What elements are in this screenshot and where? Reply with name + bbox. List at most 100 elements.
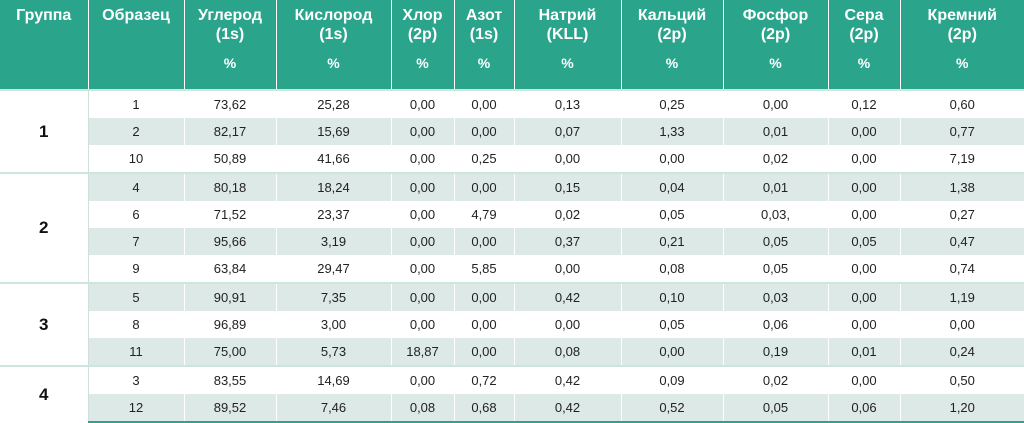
column-header-sulfur: Сера (2p)% <box>828 0 901 90</box>
value-cell-phosphorus: 0,05 <box>723 228 829 255</box>
group-label: 1 <box>0 89 89 173</box>
value-cell-nitrogen: 0,00 <box>454 172 515 201</box>
value-cell-silicon: 0,47 <box>900 228 1024 255</box>
value-cell-sulfur: 0,00 <box>828 255 901 283</box>
value-cell-phosphorus: 0,19 <box>723 338 829 366</box>
value-cell-sodium: 0,02 <box>514 201 622 228</box>
column-header-unit: % <box>477 55 491 71</box>
sample-id-cell: 2 <box>88 118 185 145</box>
value-cell-chlorine: 0,00 <box>391 145 455 173</box>
value-cell-oxygen: 41,66 <box>276 145 392 173</box>
value-cell-sulfur: 0,06 <box>828 394 901 423</box>
value-cell-sulfur: 0,00 <box>828 145 901 173</box>
table-row: 2 82,17 15,69 0,00 0,00 0,07 1,33 0,01 0,00 0,77 <box>0 118 1024 145</box>
value-cell-phosphorus: 0,05 <box>723 255 829 283</box>
value-cell-carbon: 63,84 <box>184 255 277 283</box>
value-cell-carbon: 83,55 <box>184 365 277 394</box>
value-cell-carbon: 80,18 <box>184 172 277 201</box>
column-header-title: Образец <box>102 7 170 24</box>
value-cell-chlorine: 0,00 <box>391 255 455 283</box>
table-row: 12 89,52 7,46 0,08 0,68 0,42 0,52 0,05 0,06 1,20 <box>0 394 1024 423</box>
column-header-sample: Образец <box>88 0 185 90</box>
value-cell-oxygen: 7,46 <box>276 394 392 423</box>
value-cell-nitrogen: 0,72 <box>454 365 515 394</box>
value-cell-phosphorus: 0,05 <box>723 394 829 423</box>
table-row: 7 95,66 3,19 0,00 0,00 0,37 0,21 0,05 0,05 0,47 <box>0 228 1024 255</box>
value-cell-calcium: 0,52 <box>621 394 724 423</box>
column-header-title: Кальций <box>637 7 707 24</box>
column-header-subtitle: (2p) <box>947 26 977 43</box>
column-header-subtitle: (2p) <box>760 26 791 43</box>
value-cell-sodium: 0,00 <box>514 255 622 283</box>
value-cell-silicon: 7,19 <box>900 145 1024 173</box>
value-cell-oxygen: 15,69 <box>276 118 392 145</box>
group-label: 3 <box>0 282 89 366</box>
value-cell-sulfur: 0,00 <box>828 172 901 201</box>
value-cell-nitrogen: 0,25 <box>454 145 515 173</box>
column-header-title: Группа <box>16 7 72 24</box>
value-cell-calcium: 0,08 <box>621 255 724 283</box>
value-cell-chlorine: 0,08 <box>391 394 455 423</box>
value-cell-calcium: 0,05 <box>621 311 724 338</box>
value-cell-silicon: 1,19 <box>900 282 1024 311</box>
value-cell-phosphorus: 0,02 <box>723 365 829 394</box>
value-cell-chlorine: 0,00 <box>391 228 455 255</box>
value-cell-chlorine: 0,00 <box>391 89 455 118</box>
value-cell-oxygen: 5,73 <box>276 338 392 366</box>
value-cell-carbon: 89,52 <box>184 394 277 423</box>
value-cell-silicon: 1,20 <box>900 394 1024 423</box>
value-cell-chlorine: 0,00 <box>391 365 455 394</box>
value-cell-phosphorus: 0,06 <box>723 311 829 338</box>
column-header-subtitle: (2p) <box>849 26 879 43</box>
table-row: 3 5 90,91 7,35 0,00 0,00 0,42 0,10 0,03 0,00 1,19 <box>0 282 1024 366</box>
value-cell-sodium: 0,42 <box>514 394 622 423</box>
column-header-unit: % <box>416 55 429 71</box>
value-cell-nitrogen: 0,00 <box>454 282 515 311</box>
value-cell-sodium: 0,13 <box>514 89 622 118</box>
value-cell-phosphorus: 0,02 <box>723 145 829 173</box>
value-cell-sulfur: 0,00 <box>828 311 901 338</box>
value-cell-silicon: 0,77 <box>900 118 1024 145</box>
value-cell-phosphorus: 0,01 <box>723 172 829 201</box>
column-header-title: Хлор <box>402 7 443 24</box>
value-cell-calcium: 0,25 <box>621 89 724 118</box>
value-cell-carbon: 71,52 <box>184 201 277 228</box>
column-header-unit: % <box>223 55 237 71</box>
value-cell-chlorine: 0,00 <box>391 201 455 228</box>
table-row: 8 96,89 3,00 0,00 0,00 0,00 0,05 0,06 0,00 0,00 <box>0 311 1024 338</box>
value-cell-chlorine: 0,00 <box>391 172 455 201</box>
value-cell-phosphorus: 0,01 <box>723 118 829 145</box>
column-header-subtitle: (1s) <box>319 26 348 43</box>
value-cell-sodium: 0,42 <box>514 282 622 311</box>
value-cell-chlorine: 0,00 <box>391 311 455 338</box>
column-header-subtitle: (1s) <box>215 26 245 43</box>
value-cell-chlorine: 0,00 <box>391 282 455 311</box>
value-cell-nitrogen: 0,68 <box>454 394 515 423</box>
value-cell-chlorine: 0,00 <box>391 118 455 145</box>
value-cell-carbon: 90,91 <box>184 282 277 311</box>
value-cell-carbon: 73,62 <box>184 89 277 118</box>
value-cell-sodium: 0,42 <box>514 365 622 394</box>
header-row: Группа Образец Углерод (1s)% Кислород (1s)% Хл… <box>0 0 1024 90</box>
value-cell-sulfur: 0,00 <box>828 365 901 394</box>
column-header-unit: % <box>327 55 340 71</box>
column-header-subtitle: (2p) <box>407 26 438 43</box>
value-cell-oxygen: 3,19 <box>276 228 392 255</box>
table-row: 9 63,84 29,47 0,00 5,85 0,00 0,08 0,05 0,00 0,74 <box>0 255 1024 283</box>
value-cell-nitrogen: 0,00 <box>454 228 515 255</box>
value-cell-phosphorus: 0,00 <box>723 89 829 118</box>
value-cell-phosphorus: 0,03 <box>723 282 829 311</box>
column-header-title: Фосфор <box>742 7 809 24</box>
value-cell-calcium: 1,33 <box>621 118 724 145</box>
sample-id-cell: 1 <box>88 89 185 118</box>
value-cell-oxygen: 23,37 <box>276 201 392 228</box>
value-cell-sodium: 0,00 <box>514 145 622 173</box>
column-header-subtitle: (KLL) <box>546 26 589 43</box>
sample-id-cell: 11 <box>88 338 185 366</box>
value-cell-sulfur: 0,00 <box>828 201 901 228</box>
value-cell-nitrogen: 0,00 <box>454 89 515 118</box>
sample-id-cell: 5 <box>88 282 185 311</box>
sample-id-cell: 6 <box>88 201 185 228</box>
value-cell-sulfur: 0,12 <box>828 89 901 118</box>
